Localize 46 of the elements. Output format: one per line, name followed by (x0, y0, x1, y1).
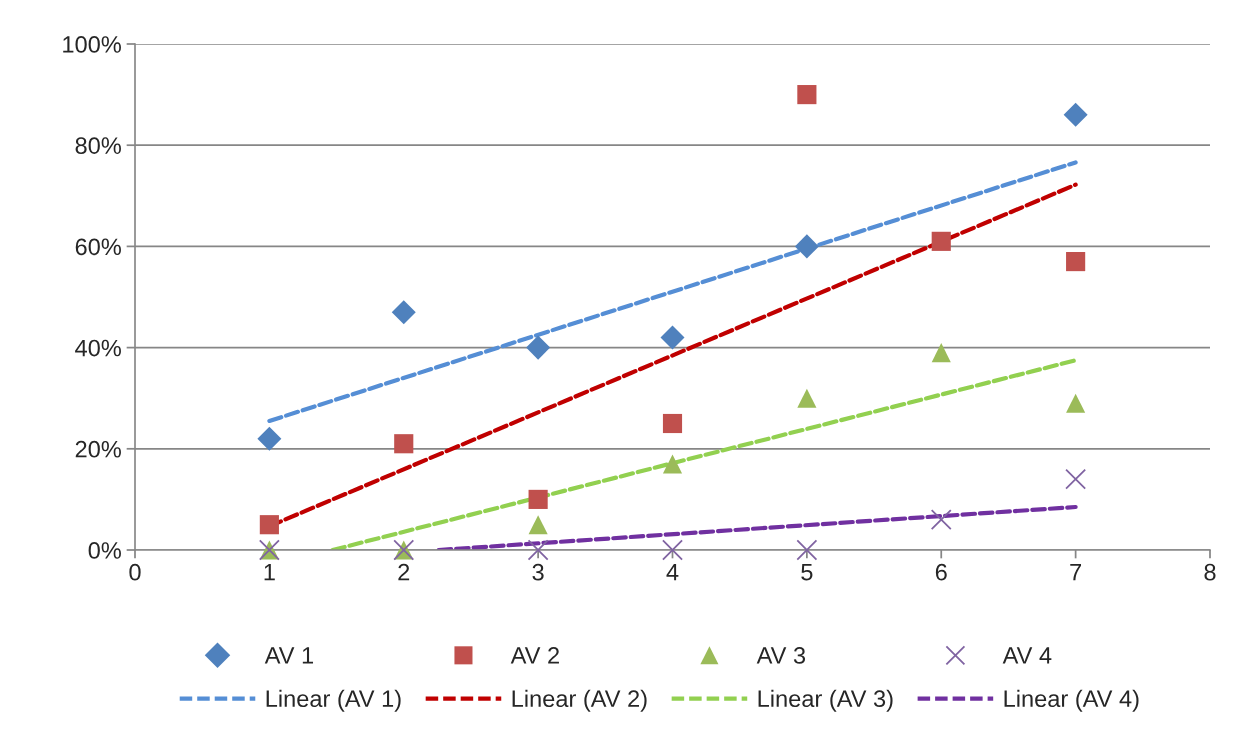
point (257, 426, 282, 451)
x-tick-label: 0 (129, 563, 141, 581)
x-tick-label: 1 (264, 564, 275, 581)
point (528, 515, 548, 535)
point (794, 234, 819, 259)
point (528, 489, 548, 509)
legend-label: AV 3 (756, 647, 806, 664)
x-tick-label: 3 (532, 563, 544, 581)
point (931, 231, 951, 251)
point (1066, 252, 1086, 272)
x-tick-label: 7 (1070, 564, 1082, 581)
x-tick-label: 6 (935, 563, 947, 581)
point (1063, 102, 1088, 127)
point (662, 539, 683, 561)
x-tick-label: 4 (666, 564, 679, 581)
point (660, 325, 685, 350)
point (796, 539, 818, 561)
x-tick-label: 2 (398, 563, 410, 581)
legend-label: AV 2 (510, 647, 559, 664)
legend-label: AV 1 (264, 647, 314, 664)
y-tick-label: 100% (63, 36, 121, 53)
y-tick-label: 60% (75, 238, 121, 256)
point (527, 539, 549, 561)
point (931, 343, 951, 363)
point (662, 454, 683, 474)
legend-label: Linear (AV 4) (1004, 689, 1139, 712)
point (930, 509, 952, 531)
legend-label: Linear (AV 3) (758, 689, 893, 712)
point (391, 300, 416, 325)
point (1066, 393, 1086, 413)
y-tick-label: 0% (88, 542, 121, 559)
point (259, 515, 279, 535)
point (797, 388, 817, 408)
y-tick-label: 80% (75, 137, 121, 154)
y-tick-label: 40% (75, 339, 121, 357)
x-tick-label: 8 (1204, 563, 1216, 581)
point (662, 413, 683, 434)
point (526, 335, 551, 360)
point (1065, 468, 1087, 490)
y-tick-label: 20% (75, 440, 121, 458)
legend-label: AV 4 (1002, 647, 1052, 664)
legend-label: Linear (AV 2) (512, 689, 647, 712)
x-tick-label: 5 (801, 564, 813, 581)
legend-label: Linear (AV 1) (266, 689, 401, 712)
point (394, 434, 414, 454)
point (797, 85, 817, 105)
